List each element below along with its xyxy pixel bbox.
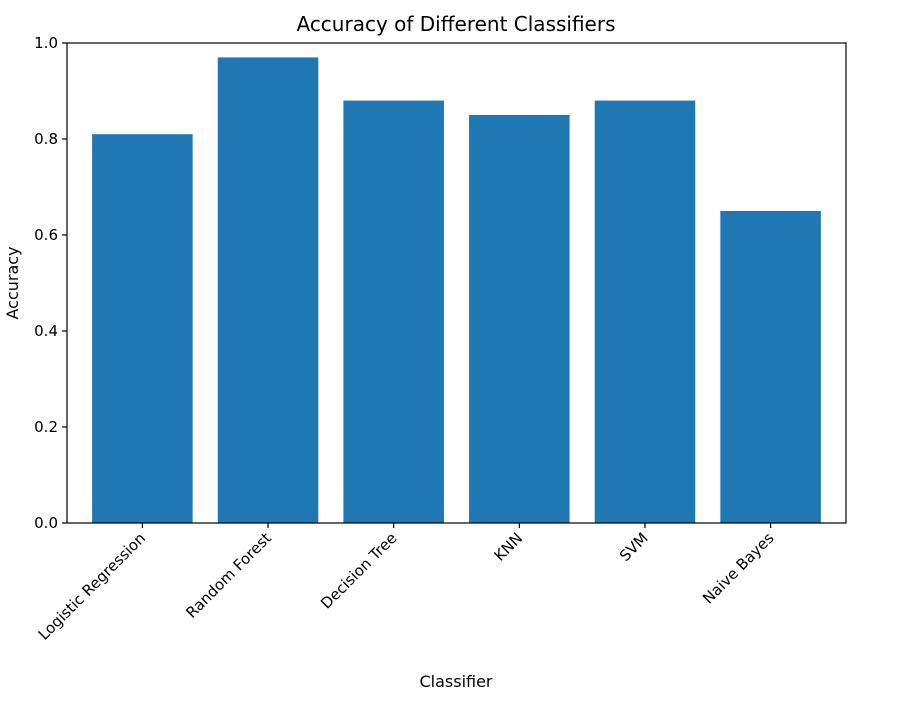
y-axis-ticks: 0.0 0.2 0.4 0.6 0.8 1.0	[34, 34, 67, 532]
x-tick-label-knn: KNN	[491, 529, 527, 565]
y-axis-label: Accuracy	[3, 246, 22, 319]
y-tick-label: 1.0	[34, 34, 58, 52]
x-axis-label: Classifier	[419, 672, 492, 691]
chart-title: Accuracy of Different Classifiers	[296, 12, 615, 36]
bar-logistic-regression	[92, 134, 193, 523]
x-tick-label-svm: SVM	[616, 529, 652, 565]
y-tick-label: 0.8	[34, 130, 58, 148]
bar-naive-bayes	[720, 211, 821, 523]
x-axis-ticks: Logistic Regression Random Forest Decision…	[35, 523, 778, 644]
y-tick-label: 0.0	[34, 514, 58, 532]
bar-random-forest	[217, 57, 319, 524]
bars-group	[92, 57, 821, 524]
plot-frame	[66, 42, 847, 524]
x-tick-label-logistic-regression: Logistic Regression	[35, 529, 149, 643]
y-tick-label: 0.4	[34, 322, 58, 340]
x-tick-label-naive-bayes: Naive Bayes	[699, 529, 778, 608]
x-tick-label-random-forest: Random Forest	[182, 529, 275, 622]
y-tick-label: 0.2	[34, 418, 58, 436]
x-tick-label-decision-tree: Decision Tree	[317, 529, 400, 612]
y-tick-label: 0.6	[34, 226, 58, 244]
bar-svm	[594, 100, 696, 523]
bar-decision-tree	[343, 100, 444, 523]
bar-knn	[469, 115, 570, 523]
